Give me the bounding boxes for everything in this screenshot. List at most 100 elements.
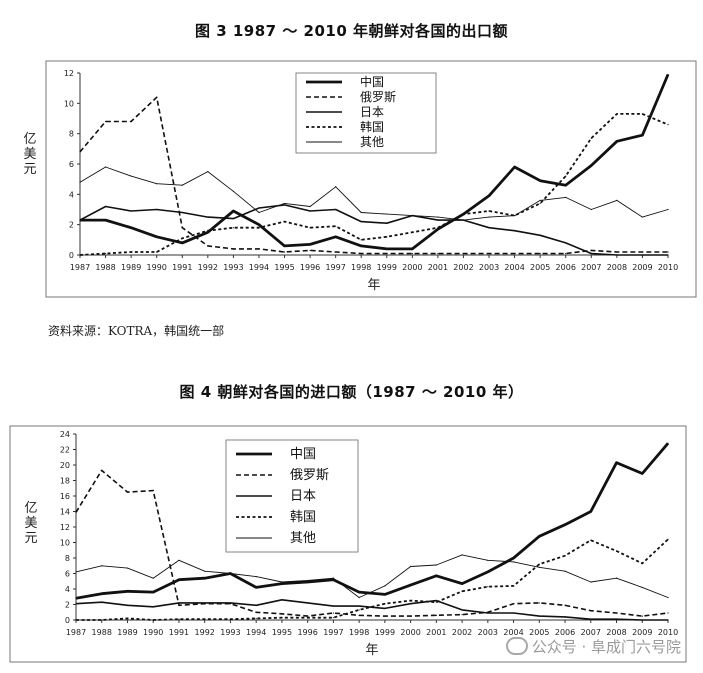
data-point [615,612,618,614]
x-tick-label: 2005 [529,628,549,637]
y-axis-title: 亿美元 [23,132,36,177]
x-tick-label: 1995 [272,628,292,637]
data-point [204,618,206,620]
data-point [281,581,283,583]
y-tick-label: 6 [65,570,70,579]
data-point [386,248,388,250]
data-point [539,252,541,255]
data-point [538,566,540,568]
series-line-中国 [75,442,670,600]
data-point [360,245,362,247]
x-tick-label: 2004 [503,628,523,637]
data-point [335,208,337,211]
data-point [384,603,386,605]
x-tick-label: 1999 [375,628,395,637]
x-tick-label: 2009 [632,263,652,272]
x-axis-title: 年 [367,278,380,293]
x-tick-label: 2006 [556,263,576,272]
x-tick-label: 2002 [452,628,472,637]
data-point [204,602,206,604]
data-point [488,216,490,218]
data-point [204,570,206,572]
data-point [255,611,257,613]
y-tick-label: 22 [60,446,70,455]
series-line-韩国 [76,538,669,621]
data-point [565,242,567,244]
data-point [156,251,158,253]
data-point [590,510,592,513]
data-point [335,225,337,227]
x-axis-title: 年 [365,643,378,658]
chart-title-exports: 图 3 1987 ～ 2010 年朝鲜对各国的出口额 [194,22,509,40]
data-point [156,208,158,211]
data-point [462,252,465,255]
data-point [358,596,360,599]
x-tick-label: 2010 [658,628,678,637]
data-point [488,195,490,197]
x-tick-label: 1998 [351,263,371,272]
data-point [360,252,362,255]
series-line-俄罗斯 [79,96,668,255]
y-tick-label: 18 [60,477,70,486]
data-point [281,582,283,585]
series-line-日本 [75,599,668,621]
data-point [307,579,309,582]
x-tick-label: 1987 [66,628,86,637]
data-point [435,601,437,603]
data-point [590,581,592,583]
data-point [641,216,644,218]
data-point [386,236,388,238]
x-tick-label: 1987 [70,263,90,272]
x-tick-label: 2003 [479,263,499,272]
data-point [104,205,107,208]
x-tick-label: 1990 [147,263,167,272]
data-point [462,219,465,221]
data-point [156,96,158,98]
data-point [307,615,309,617]
data-point [126,617,129,620]
x-tick-label: 1998 [349,628,369,637]
data-point [104,252,107,255]
data-point [461,582,463,585]
data-point [386,252,388,255]
data-point [512,612,515,614]
x-tick-label: 1991 [172,263,192,272]
y-tick-label: 20 [60,461,70,470]
data-point [488,252,490,255]
y-tick-label: 2 [69,221,74,230]
data-point [564,604,566,606]
x-tick-label: 1988 [92,628,112,637]
y-tick-label: 2 [65,601,70,610]
data-point [437,219,439,221]
x-tick-label: 2001 [428,263,448,272]
data-point [615,577,618,579]
legend-label: 俄罗斯 [360,90,396,104]
data-point [410,565,412,568]
y-tick-label: 0 [65,616,70,625]
data-point [590,137,592,139]
data-point [75,571,77,573]
data-point [641,251,644,253]
data-point [641,134,644,136]
x-tick-label: 2009 [632,628,652,637]
x-tick-label: 2000 [400,628,420,637]
data-point [181,211,183,214]
export-chart: 0 2 4 6 8 10 12 1987 1988 1989 1990 1991 1992 1993 199… [23,60,697,298]
data-point [435,600,437,602]
data-point [565,252,567,255]
data-point [152,489,154,492]
data-point [335,236,337,238]
watermark: 公众号 · 阜成门六号院 [505,636,681,657]
data-point [590,249,592,252]
data-point [411,252,413,255]
data-point [229,572,232,575]
data-point [178,618,180,620]
data-point [437,228,439,230]
data-point [564,555,566,557]
data-point [437,227,439,229]
data-point [565,196,567,198]
x-tick-label: 1993 [223,263,243,272]
data-point [410,584,412,586]
data-point [130,175,132,177]
data-point [75,619,77,621]
